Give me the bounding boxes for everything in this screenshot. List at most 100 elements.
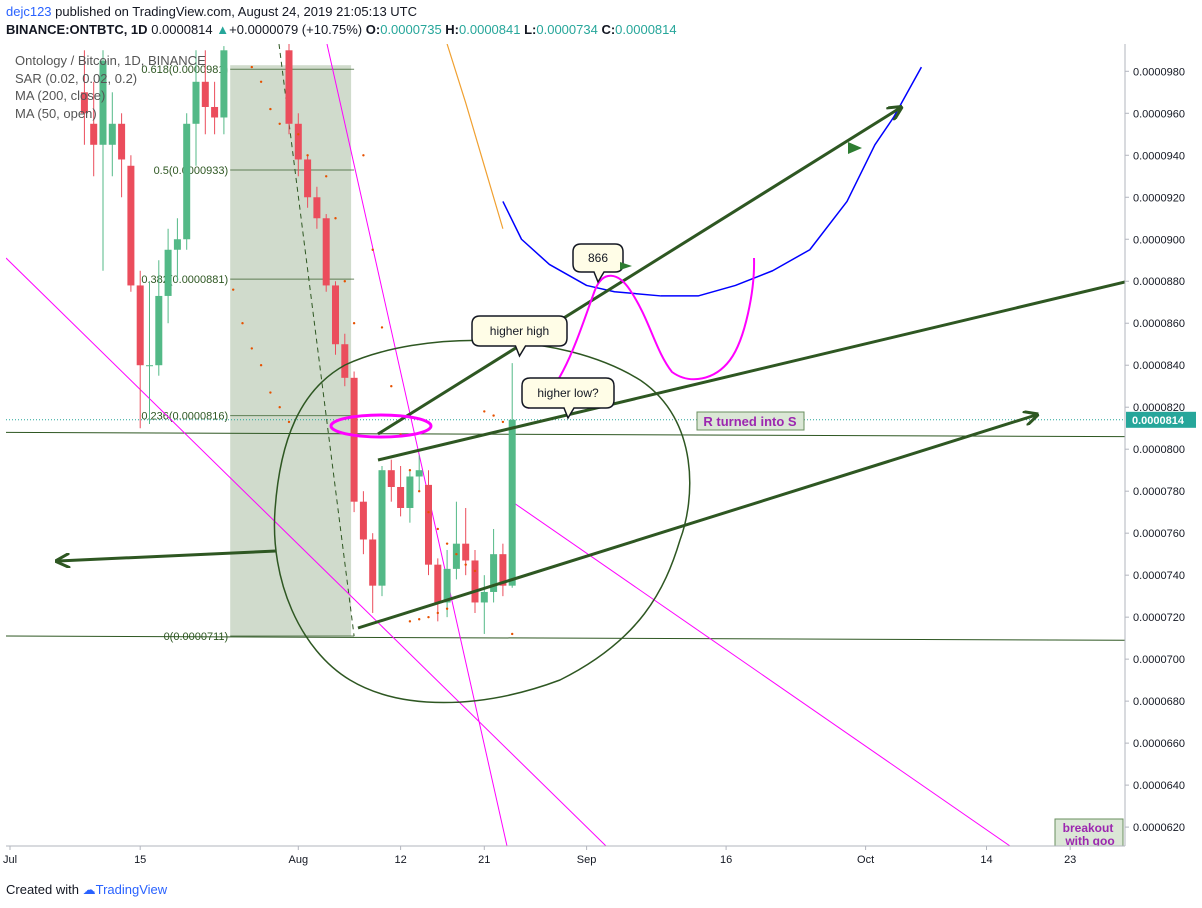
higher-high-callout[interactable]: higher high [471, 315, 568, 358]
sar-dot [241, 322, 244, 325]
candle[interactable] [136, 270, 144, 429]
candle[interactable] [387, 459, 395, 502]
left-arrow[interactable] [58, 549, 277, 561]
candle[interactable] [369, 533, 377, 613]
candle[interactable] [146, 281, 153, 425]
level-866-callout[interactable]: 866 [572, 243, 624, 284]
ma50-line[interactable] [446, 44, 504, 229]
candle[interactable] [359, 491, 367, 555]
candle[interactable] [164, 228, 172, 324]
candle[interactable] [118, 113, 126, 198]
price-tick-label: 0.0000780 [1133, 486, 1185, 498]
candle[interactable] [406, 470, 414, 523]
horizontal-resistance-line[interactable] [6, 431, 1125, 438]
symbol-name[interactable]: BINANCE:ONTBTC, 1D [6, 22, 148, 37]
open-value: 0.0000735 [380, 22, 442, 37]
candle[interactable] [332, 281, 339, 355]
candle-body [341, 344, 349, 378]
descending-trend-line[interactable] [6, 257, 607, 846]
candle[interactable] [443, 549, 451, 618]
candle[interactable] [192, 50, 200, 166]
last-price: 0.0000814 [151, 22, 213, 37]
candle[interactable] [452, 501, 460, 580]
candle[interactable] [155, 260, 163, 376]
candle[interactable] [211, 81, 219, 135]
price-tick-label: 0.0000840 [1133, 360, 1185, 372]
candle[interactable] [471, 549, 479, 613]
price-tick-label: 0.0000760 [1133, 528, 1185, 540]
projected-down-line[interactable] [513, 502, 1011, 846]
legend-ma50[interactable]: MA (50, open) [15, 105, 97, 121]
current-price-badge[interactable]: 0.0000814 [1126, 411, 1196, 428]
candle-body [406, 476, 414, 508]
legend-title[interactable]: Ontology / Bitcoin, 1D, BINANCE [15, 53, 206, 68]
breakout-highlight-ellipse[interactable] [329, 413, 433, 439]
candle[interactable] [378, 465, 386, 597]
candle[interactable] [490, 528, 498, 603]
candle-body [499, 554, 507, 586]
price-projection-curve[interactable] [527, 257, 756, 409]
sar-dot [297, 133, 300, 136]
ma200-line[interactable] [502, 66, 923, 297]
candle[interactable] [108, 92, 116, 177]
price-tick-label: 0.0000900 [1133, 234, 1185, 246]
time-axis[interactable]: Jul 15 Aug 12 21 Sep 16 Oct 14 23 [3, 846, 1076, 866]
legend-ma200[interactable]: MA (200, close) [15, 88, 106, 103]
author-link[interactable]: dejc123 [6, 4, 52, 19]
rising-channel-lower-arrow[interactable] [357, 415, 1036, 630]
candle[interactable] [322, 214, 330, 292]
time-tick-label: 21 [478, 854, 490, 866]
sar-dot [427, 510, 430, 514]
fib-retracement-zone[interactable] [230, 65, 352, 637]
candle[interactable] [499, 543, 507, 597]
level-866-callout-text: 866 [588, 251, 608, 265]
footer-brand[interactable]: TradingView [95, 882, 168, 897]
candle[interactable] [434, 558, 442, 622]
candle[interactable] [201, 50, 209, 135]
candle[interactable] [285, 44, 293, 135]
candle[interactable] [350, 371, 358, 513]
higher-low-callout[interactable]: higher low? [521, 377, 615, 420]
candle-body [434, 564, 442, 603]
candle-body [415, 470, 423, 477]
price-tick-label: 0.0000940 [1133, 150, 1185, 162]
fib-level-label: 0.618(0.0000981) [141, 64, 228, 76]
candle[interactable] [80, 50, 88, 145]
time-tick-label: Sep [577, 854, 597, 866]
sar-dot [278, 122, 281, 125]
r-turned-into-s-label[interactable]: R turned into S [696, 411, 805, 431]
sar-dot [408, 620, 412, 623]
candle[interactable] [313, 186, 321, 229]
sar-dot [483, 410, 486, 413]
steep-descending-trend-line[interactable] [326, 44, 508, 846]
candle[interactable] [304, 155, 312, 208]
candle[interactable] [127, 155, 135, 292]
rising-channel-upper-arrow[interactable] [377, 108, 900, 436]
breakout-text-1: breakout [1063, 821, 1114, 835]
candle[interactable] [294, 113, 302, 177]
candle[interactable] [415, 455, 423, 492]
candle[interactable] [220, 46, 228, 135]
candle[interactable] [99, 50, 107, 271]
price-tick-label: 0.0000860 [1133, 318, 1185, 330]
candle[interactable] [341, 333, 349, 387]
legend-sar[interactable]: SAR (0.02, 0.02, 0.2) [15, 70, 138, 86]
fib-trend-line[interactable] [278, 44, 355, 637]
candle-body [480, 591, 488, 603]
sar-dot [259, 80, 263, 83]
candle[interactable] [425, 470, 432, 576]
candle[interactable] [173, 218, 181, 282]
candle[interactable] [90, 81, 98, 177]
price-change: +0.0000079 (+10.75%) [229, 22, 363, 37]
candle[interactable] [480, 575, 488, 634]
sar-dot [492, 414, 495, 417]
price-axis[interactable]: 0.0000620 0.0000640 0.0000660 0.0000680 0.00… [1125, 66, 1185, 834]
candle[interactable] [508, 363, 516, 588]
rising-trend-line[interactable] [377, 280, 1125, 462]
horizontal-support-line[interactable] [6, 635, 1125, 641]
highlight-circle[interactable] [273, 339, 691, 704]
candle[interactable] [397, 465, 405, 517]
candle[interactable] [183, 113, 191, 250]
